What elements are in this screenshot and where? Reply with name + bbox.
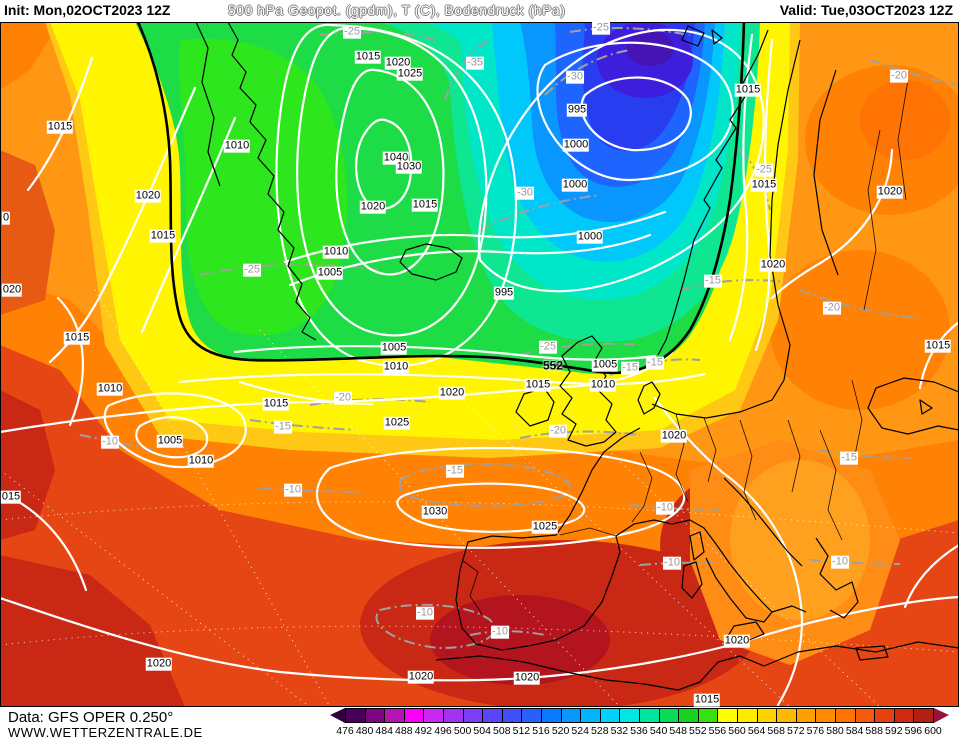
colorbar-segment xyxy=(893,708,915,723)
graticule-lines xyxy=(0,289,959,708)
colorbar-segment xyxy=(345,708,366,723)
colorbar-segment xyxy=(835,708,856,723)
colorbar-segment xyxy=(854,708,876,723)
synoptic-map xyxy=(0,21,959,710)
colorbar-segment xyxy=(776,708,797,723)
colorbar-tick-label: 588 xyxy=(865,725,883,737)
colorbar-tick-label: 580 xyxy=(826,725,844,737)
colorbar-tick-label: 516 xyxy=(532,725,550,737)
colorbar-tick-label: 552 xyxy=(689,725,707,737)
colorbar-tick-label: 492 xyxy=(414,725,433,737)
colorbar-segment xyxy=(501,708,523,723)
colorbar-segment xyxy=(658,708,680,723)
colorbar-tick-label: 536 xyxy=(630,725,648,737)
colorbar-tick-label: 556 xyxy=(708,725,727,737)
colorbar-tick-label: 484 xyxy=(375,725,393,737)
geopotential-color-field xyxy=(0,22,959,710)
website-label: WWW.WETTERZENTRALE.DE xyxy=(8,725,203,740)
colorbar-segment xyxy=(795,708,817,723)
colorbar-tick-label: 496 xyxy=(434,725,452,737)
colorbar-segment xyxy=(560,708,582,723)
colorbar-segment xyxy=(717,708,738,723)
country-borders xyxy=(461,79,909,615)
colorbar-segment xyxy=(678,708,699,723)
colorbar-tick-label: 488 xyxy=(395,725,413,737)
colorbar-tick-label: 508 xyxy=(493,725,511,737)
colorbar-tick-label: 520 xyxy=(551,725,570,737)
header-bar: Init: Mon,02OCT2023 12Z 500 hPa Geopot. … xyxy=(0,0,959,22)
colorbar-segment xyxy=(423,708,444,723)
colorbar-segment xyxy=(403,708,425,723)
colorbar-segment xyxy=(384,708,405,723)
colorbar-segment xyxy=(462,708,484,723)
colorbar-tick-label: 568 xyxy=(767,725,785,737)
colorbar-tick-label: 576 xyxy=(806,725,825,737)
colorbar-segment xyxy=(874,708,895,723)
footer-bar: Data: GFS OPER 0.250° WWW.WETTERZENTRALE… xyxy=(0,707,959,741)
colorbar-segment xyxy=(599,708,621,723)
colorbar-segment xyxy=(619,708,640,723)
colorbar-tick-label: 592 xyxy=(885,725,903,737)
colorbar-segment xyxy=(521,708,542,723)
map-canvas xyxy=(0,21,959,710)
colorbar-tick-label: 540 xyxy=(649,725,668,737)
geopotential-552-contour xyxy=(136,21,746,375)
colorbar-segment xyxy=(541,708,562,723)
colorbar-segment xyxy=(697,708,719,723)
colorbar-tick-label: 500 xyxy=(453,725,472,737)
colorbar-tick-label: 528 xyxy=(591,725,609,737)
colorbar-arrow-right xyxy=(934,708,949,723)
data-source-label: Data: GFS OPER 0.250° xyxy=(8,709,174,726)
colorbar-segment xyxy=(913,708,934,723)
colorbar-segment xyxy=(815,708,836,723)
colorbar-tick-label: 512 xyxy=(512,725,531,737)
init-time-label: Init: Mon,02OCT2023 12Z xyxy=(4,2,171,18)
geopotential-colorbar: 476 480 484 488 492 496 500 504 508 512 516 520 524 5… xyxy=(330,708,949,740)
colorbar-tick-label: 560 xyxy=(728,725,746,737)
colorbar-tick-label: 596 xyxy=(904,725,923,737)
colorbar-arrow-left xyxy=(330,708,345,723)
colorbar-tick-label: 524 xyxy=(571,725,589,737)
colorbar-segment xyxy=(737,708,758,723)
colorbar-tick-label: 600 xyxy=(924,725,942,737)
colorbar-tick-label: 480 xyxy=(355,725,374,737)
colorbar-segment xyxy=(364,708,386,723)
colorbar-segment xyxy=(756,708,778,723)
colorbar-tick-label: 548 xyxy=(669,725,687,737)
coastlines xyxy=(195,21,959,691)
colorbar-segment xyxy=(639,708,660,723)
colorbar-tick-label: 572 xyxy=(787,725,805,737)
colorbar-tick-label: 504 xyxy=(473,725,491,737)
valid-time-label: Valid: Tue,03OCT2023 12Z xyxy=(779,2,953,18)
colorbar-segment xyxy=(482,708,503,723)
colorbar-tick-label: 532 xyxy=(610,725,629,737)
colorbar-tick-label: 564 xyxy=(747,725,766,737)
map-title: 500 hPa Geopot. (gpdm), T (C), Bodendruc… xyxy=(228,2,566,18)
colorbar-segment xyxy=(443,708,464,723)
colorbar-tick-label: 584 xyxy=(845,725,864,737)
colorbar-tick-label: 476 xyxy=(336,725,354,737)
colorbar-segment xyxy=(580,708,601,723)
